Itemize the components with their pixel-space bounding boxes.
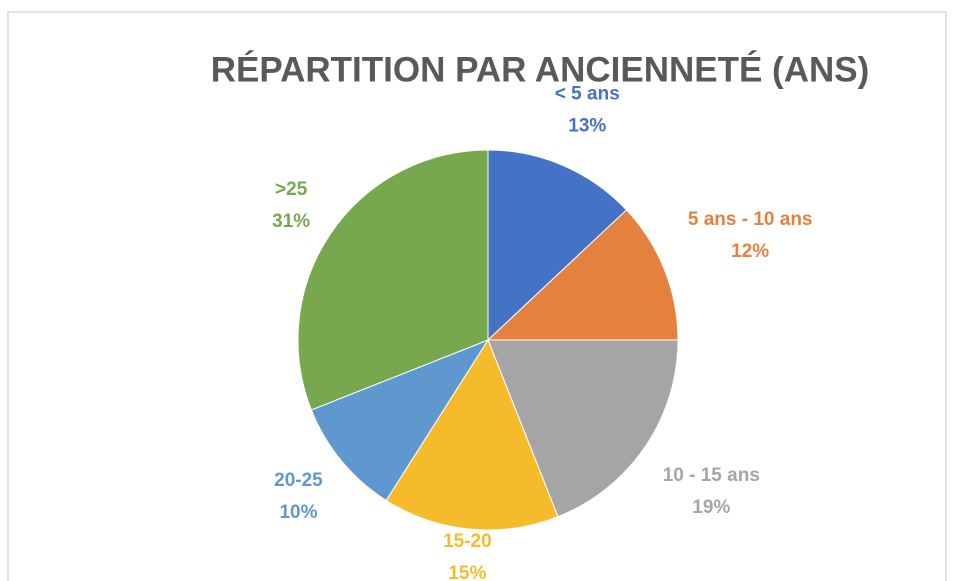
- slice-value-label: 31%: [272, 211, 310, 232]
- pie-slice: [487, 149, 628, 342]
- slice-value-label: 19%: [692, 497, 730, 518]
- slice-value-label: 12%: [731, 241, 769, 262]
- pie-slice: [310, 338, 490, 502]
- pie-slice: [385, 338, 559, 531]
- slice-category-label: >25: [275, 179, 308, 200]
- slice-value-label: 15%: [448, 563, 486, 581]
- pie-slice: [486, 209, 679, 341]
- slice-category-label: 10 - 15 ans: [663, 465, 760, 486]
- pie-slice: [297, 149, 489, 411]
- slice-value-label: 10%: [279, 502, 317, 523]
- chart-title: RÉPARTITION PAR ANCIENNETÉ (ANS): [211, 49, 870, 89]
- slice-category-label: 15-20: [443, 531, 492, 552]
- slice-category-label: 5 ans - 10 ans: [688, 209, 813, 230]
- slice-category-label: 20-25: [274, 470, 323, 491]
- slice-category-label: < 5 ans: [555, 84, 620, 105]
- pie-slice: [487, 339, 679, 518]
- slice-value-label: 13%: [568, 116, 606, 137]
